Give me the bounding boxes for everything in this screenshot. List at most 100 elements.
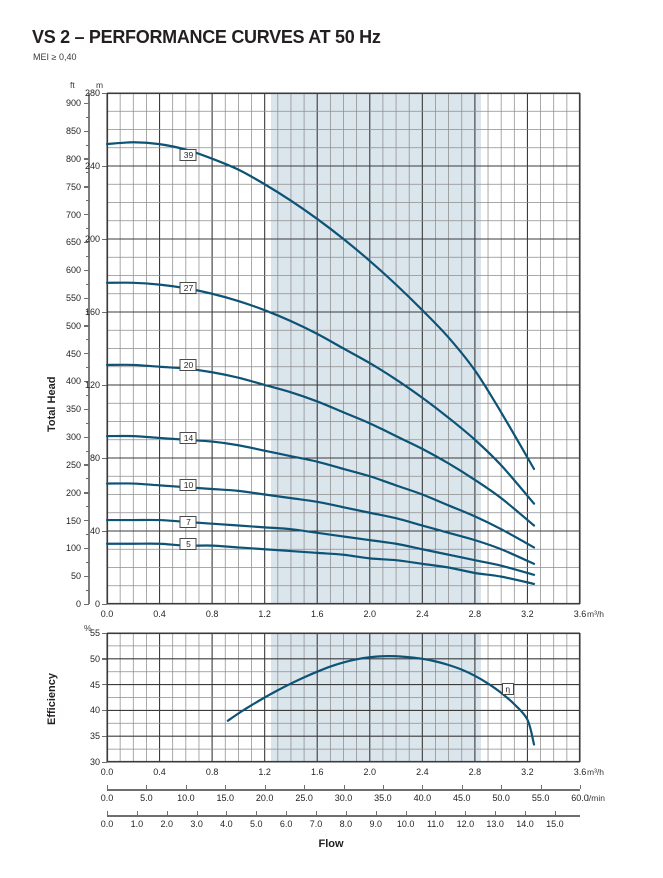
tick-mark bbox=[102, 457, 107, 459]
eff-flow-tick-0.4: 0.4 bbox=[153, 767, 166, 777]
head-curve-39 bbox=[105, 141, 536, 471]
gpm-tick-mark bbox=[286, 811, 288, 815]
gpm-tick-mark bbox=[256, 811, 258, 815]
curve-label-27: 27 bbox=[179, 282, 197, 295]
tick-mark bbox=[84, 380, 89, 383]
ft-tick-650: 650 bbox=[65, 237, 81, 248]
tick-mark bbox=[86, 478, 89, 480]
lmin-tick-mark bbox=[304, 785, 306, 789]
tick-mark bbox=[102, 384, 107, 386]
ft-tick-450: 450 bbox=[65, 348, 81, 359]
flow-axis-label: Flow bbox=[318, 838, 344, 850]
tick-mark bbox=[86, 255, 89, 257]
eff-flow-tick-2.8: 2.8 bbox=[468, 767, 482, 777]
curve-label-20: 20 bbox=[179, 358, 197, 371]
head-flow-unit: m³/h bbox=[587, 609, 604, 619]
tick-mark bbox=[84, 241, 89, 244]
tick-mark bbox=[86, 283, 89, 285]
grid-lines bbox=[105, 92, 581, 605]
ft-tick-700: 700 bbox=[65, 209, 81, 220]
m-tick-40: 40 bbox=[89, 526, 100, 536]
head-curve-20 bbox=[105, 363, 536, 527]
lmin-tick-mark bbox=[343, 785, 345, 789]
ft-tick-750: 750 bbox=[65, 181, 81, 192]
ft-tick-550: 550 bbox=[65, 293, 81, 304]
lmin-tick-50.0: 50.0 bbox=[492, 793, 510, 803]
lmin-tick-mark bbox=[501, 785, 503, 789]
tick-mark bbox=[84, 408, 89, 411]
lmin-tick-55.0: 55.0 bbox=[531, 793, 550, 803]
tick-mark bbox=[86, 172, 89, 174]
eff-tick-50: 50 bbox=[89, 653, 100, 664]
ft-tick-600: 600 bbox=[65, 265, 81, 276]
ft-tick-300: 300 bbox=[65, 432, 81, 443]
tick-mark bbox=[84, 325, 89, 327]
lmin-tick-mark bbox=[422, 785, 424, 789]
tick-mark bbox=[84, 603, 89, 605]
curve-label-7: 7 bbox=[179, 515, 197, 528]
eff-tick-30: 30 bbox=[89, 757, 100, 767]
lmin-tick-45.0: 45.0 bbox=[452, 793, 471, 803]
head-flow-tick-1.2: 1.2 bbox=[258, 609, 271, 619]
curve-label-39: 39 bbox=[179, 149, 197, 162]
tick-mark bbox=[102, 761, 107, 763]
tick-mark bbox=[84, 102, 89, 105]
efficiency-flow-unit: m³/h bbox=[587, 767, 604, 777]
gpm-tick-11.0: 11.0 bbox=[427, 819, 444, 829]
lmin-tick-15.0: 15.0 bbox=[216, 793, 235, 803]
gpm-tick-mark bbox=[405, 811, 407, 815]
ft-tick-900: 900 bbox=[65, 98, 81, 109]
gpm-tick-mark bbox=[316, 811, 318, 815]
tick-mark bbox=[84, 214, 89, 216]
gpm-tick-14.0: 14.0 bbox=[516, 819, 534, 829]
tick-mark bbox=[86, 450, 89, 452]
gpm-tick-mark bbox=[345, 811, 347, 815]
eff-flow-tick-2.0: 2.0 bbox=[363, 767, 377, 777]
m-tick-80: 80 bbox=[89, 453, 100, 463]
unit-ft: ft bbox=[70, 80, 75, 90]
m-tick-240: 240 bbox=[84, 161, 100, 171]
gpm-tick-1.0: 1.0 bbox=[130, 819, 144, 829]
lmin-tick-20.0: 20.0 bbox=[255, 793, 274, 803]
gpm-tick-7.0: 7.0 bbox=[309, 819, 323, 829]
tick-mark bbox=[84, 464, 89, 466]
eff-flow-tick-3.6: 3.6 bbox=[573, 767, 587, 777]
ft-tick-350: 350 bbox=[65, 404, 81, 415]
head-flow-tick-3.2: 3.2 bbox=[521, 609, 534, 619]
head-flow-tick-2.4: 2.4 bbox=[416, 609, 429, 619]
tick-mark bbox=[86, 394, 89, 396]
ft-tick-850: 850 bbox=[65, 126, 81, 137]
lmin-tick-10.0: 10.0 bbox=[177, 793, 195, 803]
gpm-tick-mark bbox=[166, 811, 168, 815]
lmin-tick-60.0: 60.0 bbox=[571, 793, 589, 803]
ft-tick-150: 150 bbox=[65, 515, 81, 526]
head-flow-tick-2.8: 2.8 bbox=[468, 609, 482, 619]
lmin-tick-mark bbox=[540, 785, 542, 789]
curve-label-5: 5 bbox=[179, 537, 197, 550]
ft-tick-250: 250 bbox=[65, 459, 81, 470]
tick-mark bbox=[86, 533, 89, 535]
efficiency-plot-area bbox=[106, 632, 581, 763]
head-curve-5 bbox=[105, 542, 536, 586]
gpm-tick-4.0: 4.0 bbox=[220, 819, 233, 829]
ft-tick-200: 200 bbox=[65, 487, 81, 498]
tick-mark bbox=[86, 506, 89, 508]
m-tick-200: 200 bbox=[84, 234, 100, 244]
tick-mark bbox=[102, 735, 107, 737]
grid-lines bbox=[106, 632, 581, 763]
eff-flow-tick-0.0: 0.0 bbox=[100, 767, 114, 777]
m-tick-0: 0 bbox=[94, 599, 100, 609]
lmin-tick-5.0: 5.0 bbox=[140, 793, 153, 803]
head-curve-14 bbox=[105, 434, 536, 549]
tick-mark bbox=[102, 603, 107, 605]
lmin-tick-25.0: 25.0 bbox=[295, 793, 313, 803]
eff-tick-40: 40 bbox=[89, 705, 100, 716]
total-head-axis-label: Total Head bbox=[46, 376, 58, 432]
unit-percent: % bbox=[84, 623, 92, 633]
gpm-tick-mark bbox=[435, 811, 437, 815]
flow-lmin-unit: l/min bbox=[587, 793, 605, 803]
tick-mark bbox=[84, 547, 89, 550]
head-flow-tick-0.8: 0.8 bbox=[205, 609, 219, 619]
tick-mark bbox=[84, 492, 89, 494]
tick-mark bbox=[86, 144, 89, 146]
